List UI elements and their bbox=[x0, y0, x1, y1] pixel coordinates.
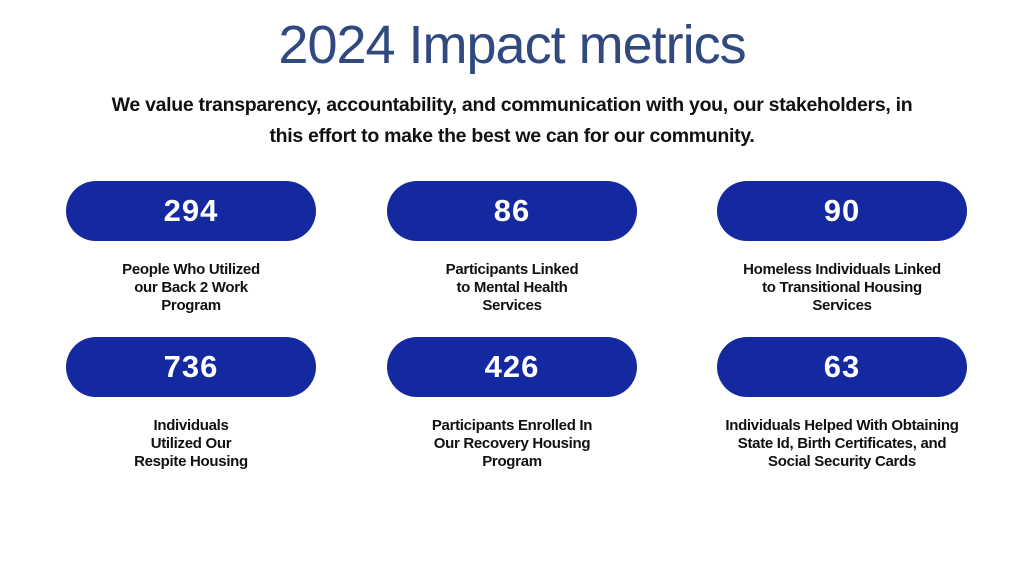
subtitle: We value transparency, accountability, a… bbox=[111, 94, 913, 147]
metric-label: Individuals Helped With Obtaining State … bbox=[725, 417, 959, 470]
metric-label: People Who Utilized our Back 2 Work Prog… bbox=[122, 261, 260, 314]
metric-transitional-housing: 90 Homeless Individuals Linked to Transi… bbox=[717, 181, 967, 315]
metric-value: 426 bbox=[387, 337, 637, 397]
metric-value: 63 bbox=[717, 337, 967, 397]
metric-value: 736 bbox=[66, 337, 316, 397]
metric-label: Participants Linked to Mental Health Ser… bbox=[445, 261, 579, 314]
metric-value: 86 bbox=[387, 181, 637, 241]
page-title: 2024 Impact metrics bbox=[278, 15, 746, 75]
metric-mental-health: 86 Participants Linked to Mental Health … bbox=[387, 181, 637, 315]
metric-label: Homeless Individuals Linked to Transitio… bbox=[743, 261, 941, 314]
metric-value: 90 bbox=[717, 181, 967, 241]
metric-recovery-housing: 426 Participants Enrolled In Our Recover… bbox=[387, 337, 637, 471]
metric-back2work: 294 People Who Utilized our Back 2 Work … bbox=[66, 181, 316, 315]
metric-label: Individuals Utilized Our Respite Housing bbox=[134, 417, 248, 470]
metric-documents: 63 Individuals Helped With Obtaining Sta… bbox=[717, 337, 967, 471]
metric-label: Participants Enrolled In Our Recovery Ho… bbox=[431, 417, 593, 470]
metric-respite-housing: 736 Individuals Utilized Our Respite Hou… bbox=[66, 337, 316, 471]
metric-value: 294 bbox=[66, 181, 316, 241]
